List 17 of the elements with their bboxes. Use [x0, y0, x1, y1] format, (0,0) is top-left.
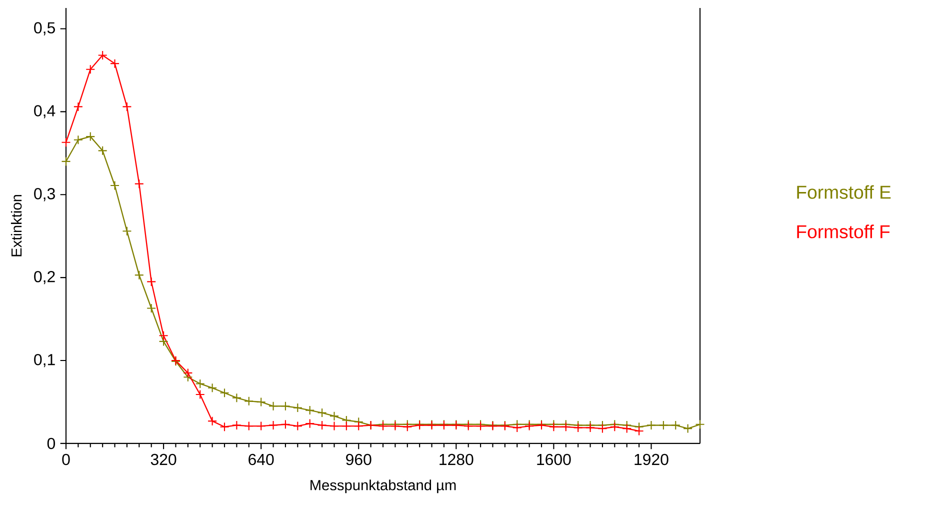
x-tick-label: 1600 [537, 454, 571, 466]
text: Formstoff F [797, 224, 890, 238]
y-tick-label: 0,4 [34, 105, 56, 118]
y-tick-label: 0,1 [34, 354, 55, 368]
x-tick-label: 960 [346, 454, 372, 466]
y-axis-title: Extinktion [10, 195, 22, 256]
x-tick-label: 640 [248, 454, 274, 466]
y-tick-label: 0,5 [34, 22, 55, 36]
x-tick-label: 0 [62, 454, 70, 466]
x-tick-label: 1920 [634, 454, 668, 466]
x-axis-title: Messpunktabstand µm [310, 480, 456, 494]
y-tick-label: 0,3 [34, 188, 55, 202]
y-tick-label: 0,2 [34, 270, 55, 284]
y-tick-label: 0 [47, 438, 56, 450]
x-tick-label: 1280 [440, 454, 474, 466]
x-tick-label: 320 [150, 454, 176, 466]
text: Formstoff E [797, 185, 891, 199]
